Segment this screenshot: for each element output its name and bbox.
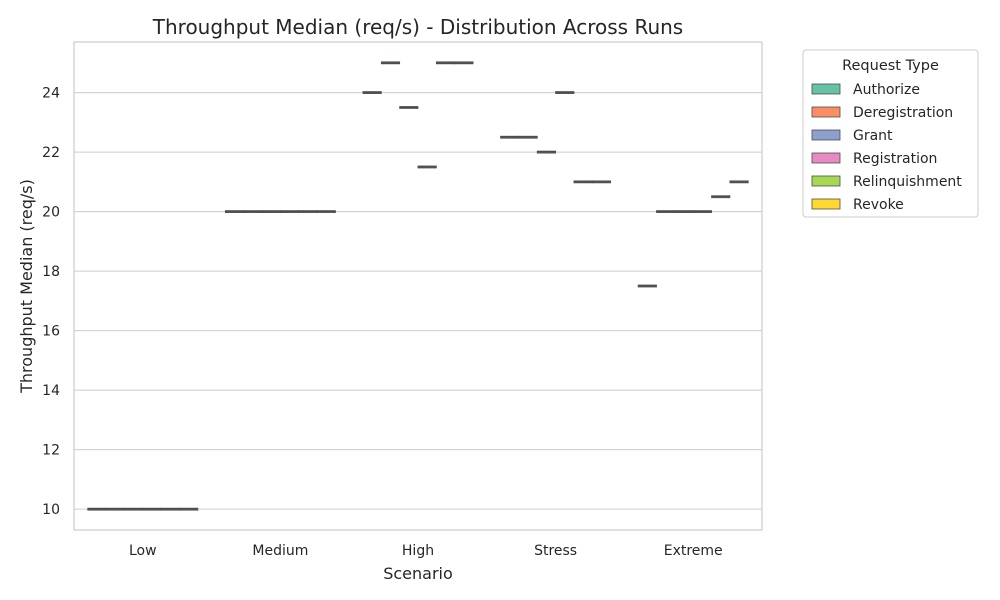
legend-label: Deregistration: [853, 105, 953, 121]
y-tick-label: 20: [42, 205, 60, 221]
y-tick-labels: 10 12 14 16 18 20 22 24: [42, 86, 60, 519]
legend-swatch: [811, 129, 841, 141]
x-tick-label: Stress: [534, 543, 577, 559]
plot-frame: [73, 41, 763, 531]
x-axis-label: Scenario: [383, 564, 453, 583]
y-tick-label: 22: [42, 145, 60, 161]
plot-background: [74, 42, 762, 530]
chart-title: Throughput Median (req/s) - Distribution…: [152, 15, 683, 39]
legend-label: Relinquishment: [853, 174, 962, 190]
legend-label: Authorize: [853, 82, 920, 98]
x-tick-label: High: [402, 543, 434, 559]
legend-swatch: [811, 175, 841, 187]
legend: Request Type Authorize Deregistration Gran…: [802, 49, 979, 218]
x-tick-label: Medium: [252, 543, 308, 559]
legend-swatch: [811, 198, 841, 210]
legend-swatch: [811, 83, 841, 95]
legend-label: Registration: [853, 151, 937, 167]
legend-label: Revoke: [853, 197, 904, 213]
y-gridlines: [74, 92, 762, 510]
legend-label: Grant: [853, 128, 893, 144]
x-tick-labels: Low Medium High Stress Extreme: [129, 543, 723, 559]
y-tick-label: 10: [42, 502, 60, 518]
y-axis-label: Throughput Median (req/s): [17, 179, 36, 394]
y-tick-label: 16: [42, 324, 60, 340]
x-tick-label: Extreme: [664, 543, 723, 559]
x-tick-label: Low: [129, 543, 157, 559]
y-tick-label: 14: [42, 383, 60, 399]
y-tick-label: 24: [42, 86, 60, 102]
legend-title: Request Type: [842, 58, 939, 74]
legend-items: Authorize Deregistration Grant Registration…: [811, 82, 962, 213]
legend-swatch: [811, 106, 841, 118]
y-tick-label: 12: [42, 443, 60, 459]
legend-swatch: [811, 152, 841, 164]
box-marks: [87, 61, 749, 511]
legend-frame: [802, 49, 979, 218]
y-tick-label: 18: [42, 264, 60, 280]
